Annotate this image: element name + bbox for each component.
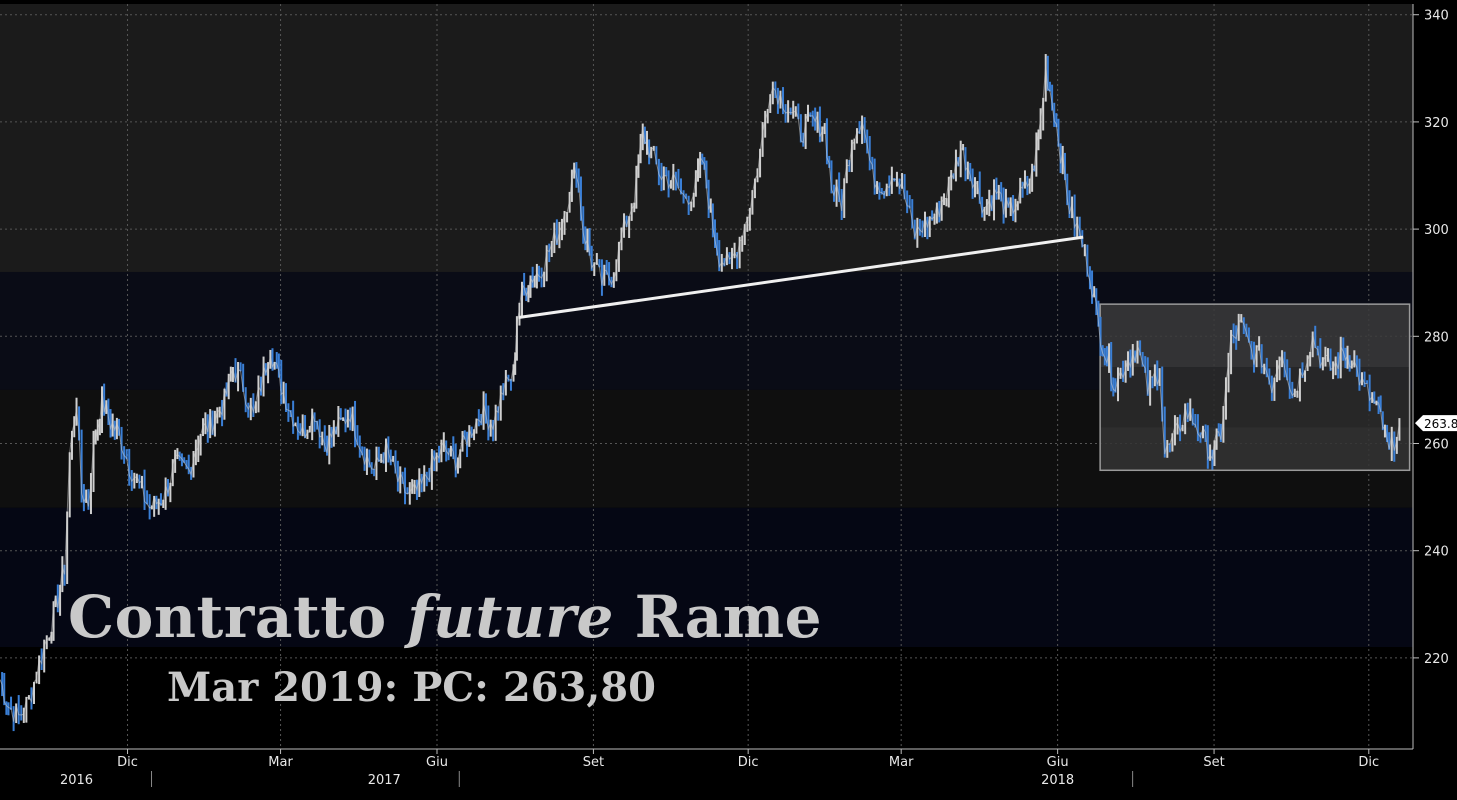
title-part-3: Rame xyxy=(634,583,823,651)
x-year-label: 2018 xyxy=(1041,773,1074,788)
trendline-line xyxy=(518,235,1084,320)
y-tick-label: 300 xyxy=(1424,223,1449,238)
y-tick-label: 260 xyxy=(1424,437,1449,452)
chart-title: Contratto future Rame xyxy=(68,583,822,651)
x-year-label: 2016 xyxy=(60,773,93,788)
last-value-label: 263.8 xyxy=(1424,417,1457,431)
x-tick-label: Set xyxy=(583,755,604,770)
x-tick-label: Giu xyxy=(426,755,448,770)
x-year-label: 2017 xyxy=(368,773,401,788)
y-tick-label: 220 xyxy=(1424,652,1449,667)
chart-subtitle: Mar 2019: PC: 263,80 xyxy=(167,664,656,711)
x-tick-label: Dic xyxy=(738,755,759,770)
x-tick-label: Giu xyxy=(1047,755,1069,770)
x-tick-label: Set xyxy=(1203,755,1224,770)
x-tick-label: Dic xyxy=(1358,755,1379,770)
y-tick-label: 320 xyxy=(1424,116,1449,131)
title-part-2: future xyxy=(407,583,614,651)
last-value-box xyxy=(1415,415,1457,432)
y-tick-label: 280 xyxy=(1424,330,1449,345)
price-line xyxy=(0,65,1400,722)
x-axis: Dic Mar Giu Set Dic Mar Giu Set Dic 2016 2017 2018 xyxy=(0,748,1413,788)
y-tick-label: 340 xyxy=(1424,9,1449,24)
trendline xyxy=(518,235,1084,320)
price-series xyxy=(0,54,1401,732)
band-1 xyxy=(0,4,1413,272)
grid-lines xyxy=(0,4,1413,749)
title-part-1: Contratto xyxy=(68,583,387,651)
x-tick-label: Dic xyxy=(117,755,138,770)
y-axis: 220 240 260 280 300 320 340 xyxy=(1412,4,1449,749)
range-box-lower xyxy=(1100,427,1410,471)
band-5 xyxy=(0,647,1413,749)
x-tick-label: Mar xyxy=(889,755,914,770)
range-box-middle xyxy=(1100,367,1410,428)
x-tick-label: Mar xyxy=(268,755,293,770)
range-box-border xyxy=(1099,303,1411,472)
y-tick-label: 240 xyxy=(1424,545,1449,560)
band-4 xyxy=(0,507,1413,648)
last-value-marker: 263.8 xyxy=(1415,415,1457,432)
